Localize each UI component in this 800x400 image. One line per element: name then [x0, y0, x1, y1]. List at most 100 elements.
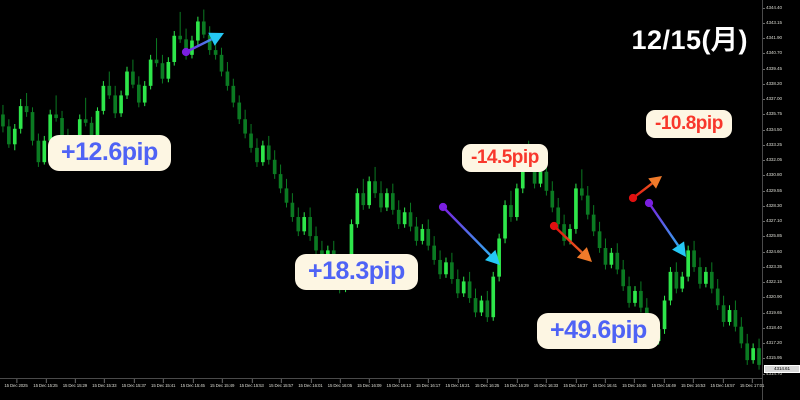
- candle-body: [532, 166, 537, 184]
- price-tick-label: 4319.65: [763, 309, 782, 315]
- arrow-head: [208, 32, 224, 46]
- candle-body: [95, 110, 100, 144]
- price-tick-label: 4322.15: [763, 279, 782, 284]
- candle-body: [201, 21, 206, 35]
- time-tick-label: 15 Dec 16:09: [357, 378, 382, 388]
- time-tick-label: 15 Dec 16:57: [710, 378, 735, 388]
- time-tick-label: 15 Dec 16:53: [680, 378, 706, 388]
- time-tick-label: 15 Dec 2025: [4, 378, 28, 388]
- candle-body: [627, 286, 631, 303]
- candle-body: [225, 71, 230, 86]
- candle-body: [444, 262, 448, 275]
- candle-body: [125, 71, 129, 96]
- time-axis[interactable]: 15 Dec 2025 15 Dec 15:25 15 Dec 15:29 15 De…: [0, 378, 764, 400]
- price-tick-label: 4332.05: [763, 157, 782, 162]
- arrow-down-blue-5: [644, 198, 686, 257]
- price-tick-label: 4315.95: [763, 355, 782, 361]
- candle-body: [142, 85, 147, 103]
- candle-body: [668, 271, 673, 301]
- candle-body: [237, 102, 242, 120]
- candle-body: [89, 122, 94, 144]
- candle-body: [361, 193, 366, 206]
- candle-body: [18, 106, 23, 129]
- arrow-down-blue-2: [438, 202, 500, 265]
- candle-body: [184, 39, 188, 55]
- time-tick-label: 15 Dec 16:41: [592, 378, 617, 388]
- candle-body: [83, 119, 88, 123]
- candle-body: [698, 267, 702, 284]
- candle-body: [373, 181, 377, 194]
- candle-body: [355, 193, 360, 225]
- candle-body: [7, 126, 11, 145]
- candle-body: [639, 290, 643, 308]
- candle-body: [615, 252, 620, 270]
- candle-body: [261, 145, 265, 163]
- candle-body: [467, 281, 472, 299]
- price-tick-label: 4329.55: [763, 187, 782, 193]
- price-tick-label: 4330.80: [763, 172, 782, 178]
- candle-body: [219, 54, 224, 72]
- candle-body: [556, 207, 561, 225]
- candle-body: [739, 326, 744, 344]
- candle-body: [24, 106, 29, 113]
- current-price-box: 4314.61: [764, 365, 800, 373]
- time-tick-label: 15 Dec 15:37: [121, 378, 146, 388]
- candle-body: [113, 95, 118, 114]
- candle-body: [136, 84, 141, 103]
- candle-body: [438, 259, 442, 275]
- candle-body: [160, 63, 165, 79]
- price-tick-label: 4318.40: [763, 324, 782, 330]
- price-tick-label: 4325.85: [763, 233, 782, 239]
- candle-body: [621, 269, 626, 287]
- candle-body: [574, 188, 578, 229]
- candle-body: [314, 236, 318, 251]
- candle-body: [266, 145, 271, 160]
- trade-5-label: +49.6pip: [537, 313, 660, 349]
- candle-body: [178, 35, 182, 40]
- candle-body: [154, 59, 159, 64]
- candle-body: [107, 85, 112, 96]
- candle-body: [751, 348, 755, 361]
- time-tick-label: 15 Dec 15:29: [62, 378, 88, 388]
- price-tick-label: 4327.10: [763, 218, 782, 223]
- arrow-entry-marker: [549, 221, 559, 231]
- arrow-entry-marker: [181, 47, 191, 57]
- candle-body: [709, 271, 714, 289]
- candle-body: [721, 305, 726, 322]
- candle-body: [485, 300, 490, 318]
- candle-body: [432, 245, 436, 260]
- candle-body: [479, 300, 484, 313]
- candle-body: [609, 252, 614, 265]
- time-tick-label: 15 Dec 16:49: [651, 378, 676, 388]
- candle-body: [461, 281, 466, 294]
- candle-body: [473, 298, 478, 313]
- price-tick-label: 4320.90: [763, 294, 782, 300]
- arrow-entry-marker: [628, 193, 638, 203]
- time-tick-label: 15 Dec 16:13: [386, 378, 411, 388]
- candle-body: [249, 133, 253, 148]
- price-tick-label: 4324.60: [763, 248, 782, 254]
- time-tick-label: 15 Dec 16:45: [622, 378, 647, 388]
- price-axis[interactable]: 4344.40 4343.15 4341.90 4340.70 4339.45 4338.…: [762, 0, 800, 400]
- candle-body: [272, 159, 277, 175]
- arrow-up-red-4: [628, 176, 662, 203]
- price-tick-label: 4323.35: [763, 263, 782, 269]
- candle-body: [633, 290, 637, 303]
- time-tick-label: 15 Dec 15:41: [151, 378, 176, 388]
- candle-body: [207, 34, 212, 51]
- time-tick-label: 15 Dec 15:53: [239, 378, 264, 388]
- candle-body: [585, 195, 590, 215]
- arrow-head: [484, 249, 500, 265]
- candle-body: [390, 193, 395, 210]
- time-tick-label: 15 Dec 15:45: [180, 378, 205, 388]
- candle-body: [284, 188, 289, 203]
- time-tick-label: 15 Dec 16:05: [327, 378, 352, 388]
- trade-arrow-overlay: [181, 32, 686, 265]
- candle-body: [408, 212, 413, 227]
- candle-body: [686, 250, 690, 277]
- candle-body: [30, 112, 35, 141]
- trade-1-label: +12.6pip: [48, 135, 171, 171]
- candle-body: [131, 71, 135, 85]
- price-tick-label: 4339.45: [763, 65, 782, 71]
